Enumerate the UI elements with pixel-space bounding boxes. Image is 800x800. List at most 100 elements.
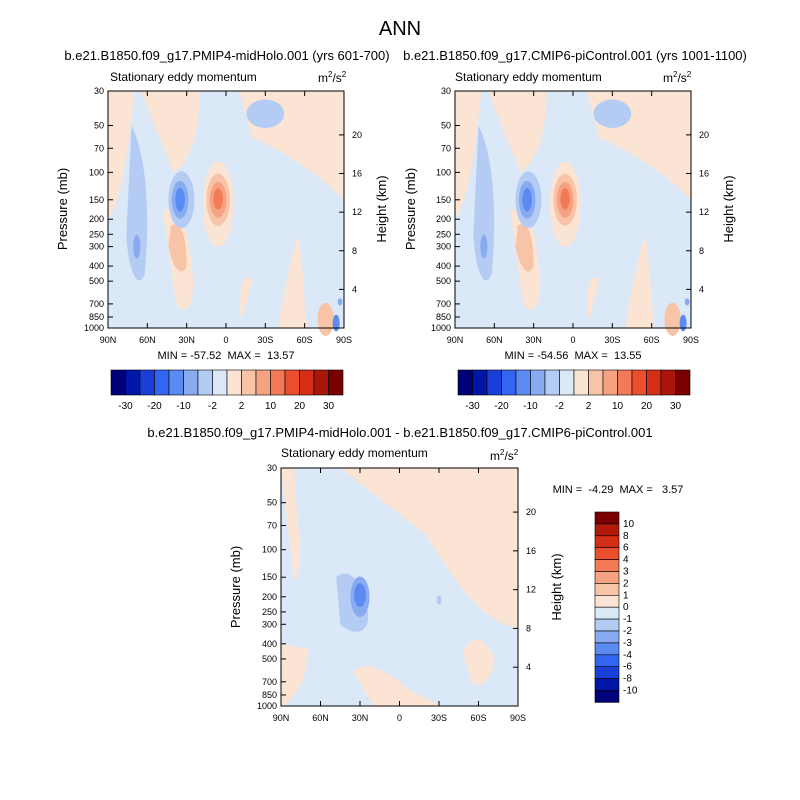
panel-1-contour-region	[240, 276, 253, 321]
panel-1-height-tick-label: 20	[352, 130, 362, 140]
panel-1-colorbar-box	[168, 369, 184, 396]
panel-3-units: m2/s2	[490, 448, 519, 463]
panel-3-colorbar-label: 8	[623, 531, 629, 542]
panel-1-y-tick-label: 30	[94, 86, 104, 96]
panel-2-x-tick-label: 30N	[525, 335, 542, 345]
panel-1-contour-region	[140, 91, 200, 173]
panel-2-colorbar-box	[559, 369, 575, 396]
panel-3-y-tick-label: 1000	[257, 701, 277, 711]
panel-2-y-tick-label: 850	[436, 312, 451, 322]
panel-2-axes: 90N 60N 30N 0 30S 60S 90S 30 50 70 100 150 200 250 300…	[431, 86, 709, 345]
panel-1-x-tick-label: 30N	[178, 335, 195, 345]
panel-2-colorbar-label: 10	[612, 401, 624, 412]
panel-3-colorbar-label: -2	[623, 626, 632, 637]
panel-1-colorbar-box	[313, 369, 329, 396]
panel-2-contour-region	[593, 99, 632, 128]
panel-3-colorbar-label: 1	[623, 590, 629, 601]
panel-3-height-tick-label: 16	[526, 546, 536, 556]
panel-3-colorbar-box	[594, 678, 620, 691]
panel-3-y-tick-label: 400	[262, 639, 277, 649]
panel-3-height-tick-label: 20	[526, 507, 536, 517]
panel-1-y-tick-label: 250	[89, 229, 104, 239]
panel-2-x-tick-label: 0	[570, 335, 575, 345]
panel-2-colorbar-label: -20	[494, 401, 509, 412]
panel-2-case-title: b.e21.B1850.f09_g17.CMIP6-piControl.001 …	[403, 48, 747, 63]
panel-2-y-tick-label: 50	[441, 121, 451, 131]
panel-3-colorbar-label: 4	[623, 555, 629, 566]
panel-3-colorbar-box	[594, 606, 620, 620]
panel-3-colorbar-box	[594, 690, 620, 703]
panel-1-colorbar-box	[284, 369, 300, 396]
panel-3-colorbar-label: -8	[623, 674, 632, 685]
panel-3-y-tick-label: 30	[267, 463, 277, 473]
panel-2-colorbar-label: 20	[641, 401, 653, 412]
panel-1-contour-region	[278, 234, 308, 328]
panel-2-minmax: MIN = -54.56 MAX = 13.55	[505, 350, 642, 362]
panel-2-y-tick-label: 700	[436, 299, 451, 309]
panel-3-colorbar-box	[594, 666, 620, 679]
panel-2-colorbar-box	[631, 369, 647, 396]
panel-1-contour-region	[126, 125, 148, 281]
panel-2-colorbar-label: -30	[465, 401, 480, 412]
panel-2-contour-region	[679, 314, 687, 332]
panel-2-colorbar-box	[588, 369, 604, 396]
panel-3-height-tick-label: 8	[526, 623, 531, 633]
panel-3-x-tick-label: 90N	[273, 713, 290, 723]
panel-2-colorbar-box	[602, 369, 618, 396]
panel-2-height-tick-label: 16	[699, 169, 709, 179]
panel-1-y-tick-label: 500	[89, 276, 104, 286]
panel-1-x-tick-label: 90S	[336, 335, 352, 345]
panel-1-colorbar-box	[183, 369, 199, 396]
panel-1-y-tick-label: 700	[89, 299, 104, 309]
panel-3-colorbar-box	[594, 547, 620, 560]
panel-1-contour-region	[246, 99, 285, 128]
panel-1-x-tick-label: 0	[223, 335, 228, 345]
panel-1-contour-region	[175, 187, 185, 212]
panel-3-case-title: b.e21.B1850.f09_g17.PMIP4-midHolo.001 - …	[147, 425, 652, 440]
panel-1-contour-region	[168, 224, 187, 272]
panel-1-height-tick-label: 8	[352, 246, 357, 256]
panel-3-x-tick-label: 90S	[510, 713, 526, 723]
panel-1-y-tick-label: 50	[94, 121, 104, 131]
panel-3-y2-axis-label: Height (km)	[549, 553, 564, 620]
panel-2-height-tick-label: 4	[699, 284, 704, 294]
panel-1-height-tick-label: 4	[352, 284, 357, 294]
panel-2-contour-region	[625, 234, 655, 328]
panel-3-colorbar-label: -4	[623, 650, 632, 661]
panel-2-contour-region	[480, 234, 488, 259]
panel-2-colorbar-box	[544, 369, 560, 396]
panel-1-colorbar-label: -10	[176, 401, 191, 412]
panel-2-y-axis-label: Pressure (mb)	[403, 168, 418, 250]
panel-1-colorbar-label: -30	[118, 401, 133, 412]
panel-1-height-tick-label: 12	[352, 207, 362, 217]
panel-2-colorbar-box	[501, 369, 517, 396]
panel-1-colorbar-box	[270, 369, 286, 396]
panel-3-contour-region	[340, 468, 518, 629]
panel-2-colorbar-label: 2	[586, 401, 592, 412]
panel-3-contour-region	[354, 583, 366, 607]
panel-1-x-tick-label: 60S	[297, 335, 313, 345]
panel-3: b.e21.B1850.f09_g17.PMIP4-midHolo.001 - …	[147, 425, 683, 723]
panel-2-y-tick-label: 150	[436, 195, 451, 205]
panel-1-contour-field	[108, 91, 344, 336]
panel-1-variable-label: Stationary eddy momentum	[110, 70, 257, 84]
panel-1-y-tick-label: 200	[89, 214, 104, 224]
panel-2-contour-region	[664, 302, 681, 336]
panel-1-contour-region	[317, 302, 334, 336]
panel-2-y-tick-label: 250	[436, 229, 451, 239]
panel-3-colorbar-box	[594, 535, 620, 548]
panel-3-colorbar-label: 6	[623, 543, 629, 554]
panel-3-x-tick-label: 0	[397, 713, 402, 723]
panel-2-colorbar-box	[646, 369, 662, 396]
panel-3-colorbar-label: -10	[623, 686, 638, 697]
panel-1-colorbar-box	[299, 369, 315, 396]
panel-2-colorbar-box	[486, 369, 502, 396]
panel-3-contour-field	[281, 468, 518, 706]
panel-3-colorbar-box	[594, 571, 620, 584]
panel-3-x-tick-label: 30S	[431, 713, 447, 723]
panel-1-y-tick-label: 850	[89, 312, 104, 322]
panel-3-colorbar-label: 3	[623, 567, 629, 578]
panel-1-case-title: b.e21.B1850.f09_g17.PMIP4-midHolo.001 (y…	[64, 48, 389, 63]
panel-1-minmax: MIN = -57.52 MAX = 13.57	[158, 350, 295, 362]
